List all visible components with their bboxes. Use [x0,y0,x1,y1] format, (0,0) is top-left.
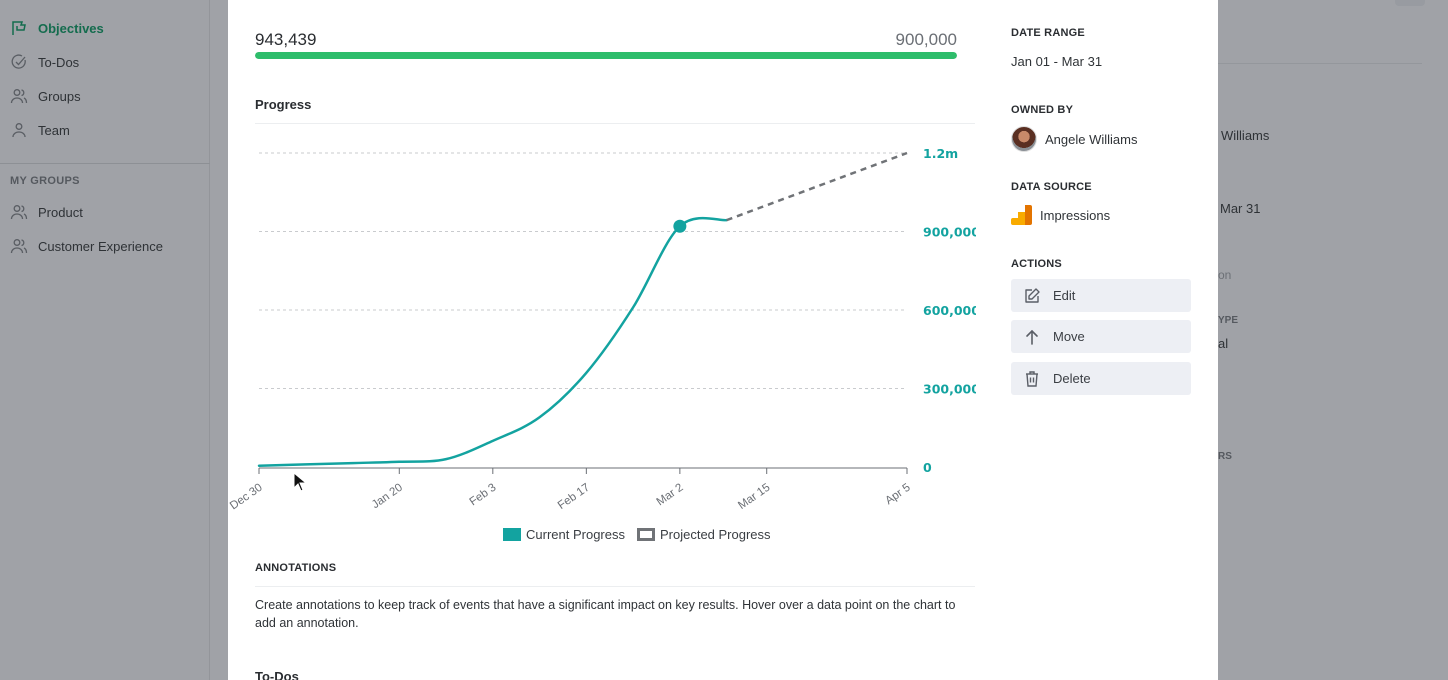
background-details-panel: Williams Mar 31 on YPE al RS [1218,0,1448,680]
mouse-cursor-icon [293,472,307,492]
kpi-row: 943,439 900,000 [255,30,957,50]
date-range-value: Jan 01 - Mar 31 [1011,54,1103,69]
users-icon [10,237,28,255]
sidebar-item-label: Team [38,122,70,138]
sidebar-item-label: Groups [38,88,81,104]
data-source-label: DATA SOURCE [1011,181,1092,193]
data-source-name: Impressions [1040,207,1111,223]
progress-bar [255,52,957,59]
series-line-projected [726,151,908,222]
background-type-value: al [1218,336,1229,351]
owner-name: Angele Williams [1045,131,1138,147]
sidebar-group-label: Customer Experience [38,238,163,254]
y-tick-label: 300,000 [923,382,980,397]
arrow-up-icon [1023,328,1041,346]
edit-button[interactable]: Edit [1011,279,1191,312]
legend-label-current: Current Progress [526,527,625,542]
progress-bar-fill [255,52,957,59]
legend-projected-progress[interactable]: Projected Progress [636,527,771,542]
flag-icon [10,19,28,37]
sidebar-item-label: To-Dos [38,54,80,70]
annotations-help-text: Create annotations to keep track of even… [255,598,956,630]
sidebar-divider [0,163,210,164]
trash-icon [1023,370,1041,388]
annotations-divider [255,586,975,587]
background-members-label: RS [1218,451,1232,462]
sidebar-group-product[interactable]: Product [10,202,83,222]
x-tick-label: Mar 2 [655,482,686,509]
background-top-button [1395,0,1425,6]
section-divider [255,123,975,124]
legend-swatch-projected [636,528,655,541]
x-tick-label: Feb 17 [556,482,592,512]
background-owner-text: Williams [1221,128,1270,143]
legend-current-progress[interactable]: Current Progress [503,527,625,542]
current-value: 943,439 [255,30,317,49]
x-tick-label: Jan 20 [370,482,405,512]
sidebar-group-label: Product [38,204,83,220]
series-line-current [257,216,728,467]
highlighted-data-point [673,219,687,233]
progress-section-title: Progress [255,97,312,112]
move-button[interactable]: Move [1011,320,1191,353]
data-source[interactable]: Impressions [1011,205,1110,225]
background-muted-text: on [1218,268,1232,282]
legend-swatch-current [503,528,521,541]
date-range-label: DATE RANGE [1011,27,1085,39]
x-tick-label: Feb 3 [468,482,499,509]
x-tick-label: Mar 15 [736,482,772,512]
analytics-icon [1011,205,1033,225]
target-value: 900,000 [895,30,957,49]
sidebar-group-customer-experience[interactable]: Customer Experience [10,236,163,256]
progress-chart: 0 300,000 600,000 900,000 1.2m Dec 30 Jan 20 Fe… [228,0,1218,560]
sidebar-item-groups[interactable]: Groups [10,86,81,106]
users-icon [10,87,28,105]
sidebar-item-objectives[interactable]: Objectives [10,18,104,38]
background-type-label: YPE [1218,315,1239,326]
owned-by-label: OWNED BY [1011,104,1074,116]
background-date-text: Mar 31 [1220,201,1261,216]
x-tick-label: Dec 30 [228,482,265,513]
edit-button-label: Edit [1053,288,1076,303]
check-circle-icon [10,53,28,71]
y-tick-label: 600,000 [923,303,980,318]
y-tick-label: 0 [923,460,932,475]
progress-chart-svg: 0 300,000 600,000 900,000 1.2m Dec 30 Jan 20 Fe… [228,146,980,513]
annotations-title: ANNOTATIONS [255,562,337,574]
user-icon [10,121,28,139]
edit-icon [1023,287,1041,305]
avatar [1011,126,1037,152]
owner[interactable]: Angele Williams [1011,126,1137,152]
x-tick-label: Apr 5 [883,482,912,508]
todos-section-title: To-Dos [255,669,299,680]
background-divider [1218,63,1422,64]
app-sidebar: Objectives To-Dos Groups Team MY GROUPS … [0,0,210,680]
delete-button[interactable]: Delete [1011,362,1191,395]
move-button-label: Move [1053,329,1085,344]
sidebar-item-todos[interactable]: To-Dos [10,52,79,72]
sidebar-item-team[interactable]: Team [10,120,70,140]
users-icon [10,203,28,221]
sidebar-section-label: MY GROUPS [10,175,80,187]
delete-button-label: Delete [1053,371,1091,386]
legend-label-projected: Projected Progress [659,527,771,542]
chart-legend: Current Progress Projected Progress [503,527,783,542]
y-tick-label: 900,000 [923,225,980,240]
actions-label: ACTIONS [1011,258,1062,270]
key-result-modal: 943,439 900,000 Progress 0 300,000 600,000… [228,0,1218,680]
sidebar-item-label: Objectives [38,20,104,36]
y-tick-label: 1.2m [923,146,958,161]
